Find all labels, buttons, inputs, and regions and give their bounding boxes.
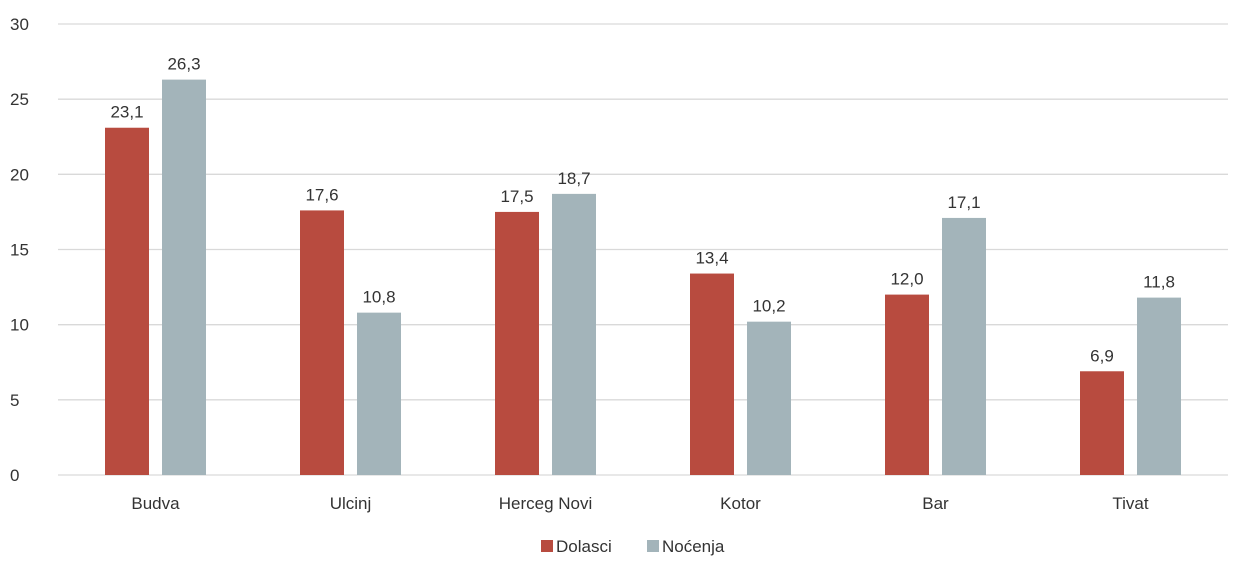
data-label: 17,6 [305,185,338,204]
bar-no-enja-herceg-novi [552,193,596,476]
bar-no-enja-bar [942,217,986,475]
bar-dolasci-ulcinj [300,210,344,475]
x-category-label: Tivat [1112,494,1148,513]
data-label: 26,3 [167,55,200,74]
data-labels: 23,1 26,3 17,6 10,8 17,5 18,7 13,4 10,2 12,0 17,1… [110,55,1174,366]
x-category-label: Kotor [720,494,761,513]
legend-swatch [647,540,659,552]
bar-dolasci-tivat [1080,371,1124,475]
bars [105,79,1181,476]
bar-dolasci-budva [105,127,149,475]
bar-dolasci-kotor [690,273,734,475]
data-label: 6,9 [1090,346,1114,365]
x-category-label: Bar [922,494,949,513]
bar-dolasci-herceg-novi [495,211,539,475]
legend-label: Noćenja [662,537,725,556]
bar-dolasci-bar [885,294,929,475]
x-category-label: Herceg Novi [499,494,593,513]
y-tick-label: 25 [10,90,29,109]
data-label: 18,7 [557,169,590,188]
y-tick-label: 30 [10,15,29,34]
y-tick-label: 20 [10,165,29,184]
y-tick-label: 5 [10,391,19,410]
data-label: 13,4 [695,249,728,268]
data-label: 17,1 [947,193,980,212]
data-label: 12,0 [890,270,923,289]
data-label: 10,2 [752,297,785,316]
bar-no-enja-tivat [1137,297,1181,475]
y-tick-label: 0 [10,466,19,485]
data-label: 23,1 [110,103,143,122]
x-category-label: Ulcinj [330,494,372,513]
legend-swatch [541,540,553,552]
bar-no-enja-ulcinj [357,312,401,475]
data-label: 17,5 [500,187,533,206]
x-axis-labels: Budva Ulcinj Herceg Novi Kotor Bar Tivat [131,494,1148,513]
data-label: 10,8 [362,288,395,307]
bar-no-enja-kotor [747,321,791,475]
y-axis-ticks: 0 5 10 15 20 25 30 [10,15,29,485]
legend: Dolasci Noćenja [541,537,725,556]
legend-label: Dolasci [556,537,612,556]
y-tick-label: 15 [10,241,29,260]
x-category-label: Budva [131,494,180,513]
data-label: 11,8 [1143,273,1175,292]
bar-no-enja-budva [162,79,206,475]
y-tick-label: 10 [10,316,29,335]
gridlines [58,23,1228,476]
